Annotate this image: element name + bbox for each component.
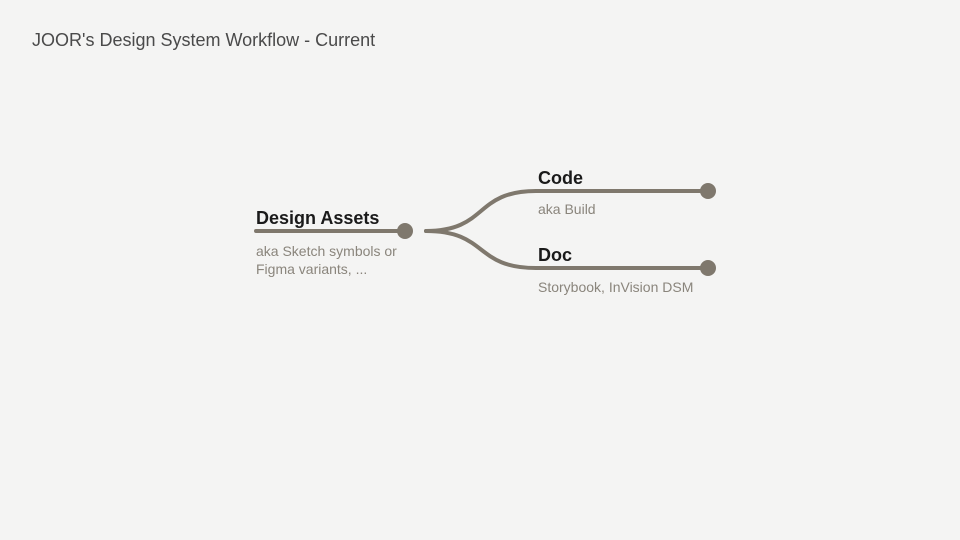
connector-design-assets-to-doc (426, 231, 536, 268)
node-dot-design-assets (397, 223, 413, 239)
slide-title: JOOR's Design System Workflow - Current (32, 30, 375, 51)
workflow-diagram (0, 0, 960, 540)
node-label-code: Code (538, 168, 583, 189)
node-dot-code (700, 183, 716, 199)
node-sublabel-doc: Storybook, InVision DSM (538, 278, 693, 296)
connector-design-assets-to-code (426, 191, 536, 231)
node-label-design-assets: Design Assets (256, 208, 379, 229)
node-dot-doc (700, 260, 716, 276)
node-sublabel-code: aka Build (538, 200, 596, 218)
node-label-doc: Doc (538, 245, 572, 266)
node-sublabel-design-assets: aka Sketch symbols orFigma variants, ... (256, 242, 397, 278)
